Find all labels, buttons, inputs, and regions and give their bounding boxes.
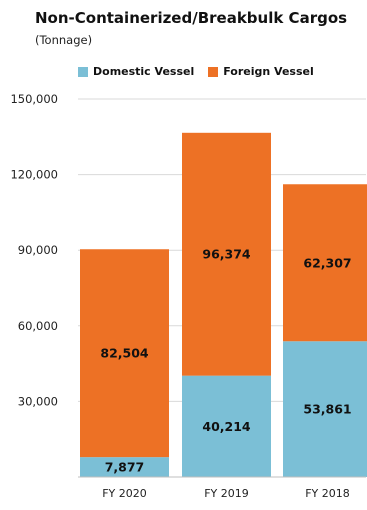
chart-subtitle: (Tonnage) — [35, 33, 93, 47]
chart-title: Non-Containerized/Breakbulk Cargos — [35, 9, 348, 27]
bar-domestic — [182, 375, 271, 477]
legend-label-foreign: Foreign Vessel — [223, 65, 314, 78]
legend-label-domestic: Domestic Vessel — [93, 65, 195, 78]
bar-domestic — [80, 457, 169, 477]
y-tick-label: 90,000 — [18, 243, 58, 257]
y-tick-label: 120,000 — [10, 168, 58, 182]
bar-foreign — [182, 132, 271, 376]
data-label-domestic: 7,877 — [105, 460, 145, 475]
legend: Domestic Vessel Foreign Vessel — [78, 65, 328, 78]
legend-swatch-domestic — [78, 66, 88, 77]
legend-swatch-foreign — [208, 66, 219, 77]
data-label-domestic: 53,861 — [303, 402, 351, 417]
bar-foreign — [80, 249, 169, 458]
legend-item-domestic: Domestic Vessel — [78, 65, 194, 78]
data-label-foreign: 96,374 — [202, 247, 251, 262]
data-label-foreign: 62,307 — [303, 255, 351, 270]
data-label-foreign: 82,504 — [100, 346, 149, 361]
y-tick-label: 60,000 — [18, 319, 58, 333]
legend-item-foreign: Foreign Vessel — [208, 65, 314, 78]
bar-foreign — [283, 184, 367, 342]
y-tick-label: 30,000 — [18, 394, 58, 408]
data-label-domestic: 40,214 — [202, 419, 251, 434]
x-tick-label: FY 2018 — [305, 487, 350, 500]
x-tick-label: FY 2020 — [102, 487, 147, 500]
x-tick-label: FY 2019 — [204, 487, 249, 500]
bar-domestic — [283, 341, 367, 477]
y-tick-label: 150,000 — [10, 92, 58, 106]
